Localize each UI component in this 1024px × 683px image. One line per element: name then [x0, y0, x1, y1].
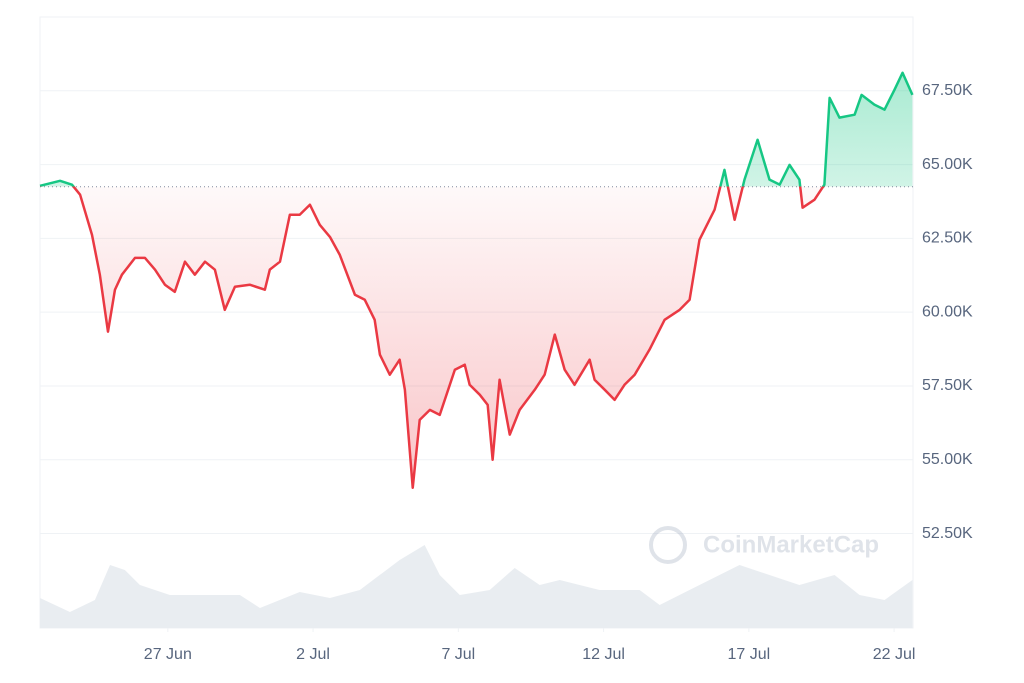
y-tick-label: 57.50K: [922, 377, 973, 394]
x-tick-label: 17 Jul: [728, 646, 771, 663]
x-tick-label: 27 Jun: [144, 646, 192, 663]
watermark: CoinMarketCap: [649, 526, 879, 564]
y-tick-label: 62.50K: [922, 230, 973, 247]
y-tick-label: 60.00K: [922, 303, 973, 320]
watermark-text: CoinMarketCap: [703, 531, 879, 558]
y-tick-label: 52.50K: [922, 525, 973, 542]
volume-area: [40, 545, 913, 628]
x-tick-label: 7 Jul: [441, 646, 475, 663]
x-tick-label: 2 Jul: [296, 646, 330, 663]
y-tick-label: 65.00K: [922, 156, 973, 173]
area-fill: [40, 72, 913, 488]
x-tick-label: 22 Jul: [873, 646, 916, 663]
y-tick-label: 67.50K: [922, 82, 973, 99]
price-line: [39, 71, 914, 490]
watermark-logo: [649, 526, 687, 564]
y-tick-label: 55.00K: [922, 451, 973, 468]
x-tick-label: 12 Jul: [582, 646, 625, 663]
